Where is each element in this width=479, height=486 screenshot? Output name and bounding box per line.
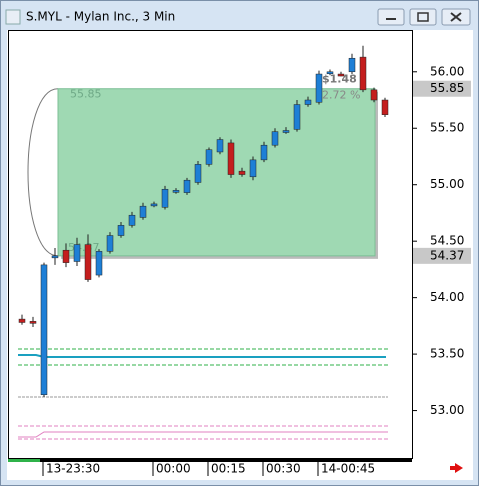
candle-body (381, 99, 389, 115)
candle-body (62, 249, 70, 263)
price-label: 54.37 (430, 248, 464, 262)
y-tick-label: 55.00 (430, 177, 464, 191)
candle-body (117, 225, 125, 236)
price-label-box (413, 80, 471, 97)
scroll-arrow[interactable] (450, 463, 463, 473)
x-tick-label: 13-23:30 (46, 462, 100, 476)
candle-body (227, 142, 235, 175)
window-icon (5, 9, 21, 25)
window-title: S.MYL - Mylan Inc., 3 Min (26, 10, 175, 24)
candle-body (84, 244, 92, 280)
measure-change: $1.48 (322, 73, 357, 86)
y-tick-label: 53.00 (430, 403, 464, 417)
candle-body (106, 235, 114, 252)
candle-body (183, 179, 191, 193)
candle-body (172, 190, 180, 193)
x-tick-label: 00:15 (211, 462, 246, 476)
x-tick-label: 00:30 (266, 462, 301, 476)
y-tick-label: 54.00 (430, 290, 464, 304)
y-tick-label: 53.50 (430, 347, 464, 361)
measure-percent: 2.72 % (322, 89, 360, 102)
indicator-line (18, 431, 388, 438)
candle-body (359, 56, 367, 91)
candle-body (249, 159, 257, 178)
candle-body (260, 144, 268, 161)
candle-body (282, 130, 290, 133)
candle-body (205, 149, 213, 165)
candle-body (194, 164, 202, 183)
price-label: 55.85 (430, 81, 464, 95)
y-tick-label: 54.50 (430, 234, 464, 248)
time-axis-range (8, 459, 40, 462)
candle-body (29, 321, 37, 324)
time-axis-bar (8, 459, 412, 462)
candle-body (348, 57, 356, 73)
window-buttons (377, 8, 471, 26)
candle-body (73, 244, 81, 262)
candle-body (326, 71, 334, 75)
maximize-button[interactable] (409, 8, 437, 26)
candle-body (150, 203, 158, 207)
measure-end-label: 55.85 (70, 88, 102, 101)
candle-body (161, 188, 169, 208)
x-tick-label: 00:00 (156, 462, 191, 476)
price-label-box (413, 247, 471, 264)
candle-body (293, 104, 301, 130)
candle-body (337, 73, 345, 77)
minimize-button[interactable] (377, 8, 405, 26)
candle-body (315, 73, 323, 103)
candle-body (40, 264, 48, 396)
candle-body (370, 89, 378, 101)
indicator-lines (18, 348, 388, 440)
y-tick-label: 55.50 (430, 121, 464, 135)
x-tick-label: 14-00:45 (321, 462, 375, 476)
candle-body (18, 318, 26, 323)
close-icon (450, 12, 462, 22)
y-tick-label: 56.00 (430, 64, 464, 78)
candle-body (139, 205, 147, 218)
measure-box (57, 88, 376, 257)
measure-curve (27, 88, 59, 257)
measure-start-label: 54.37 (68, 241, 100, 254)
indicator-line (18, 354, 386, 358)
candle-body (271, 131, 279, 146)
maximize-icon (417, 12, 429, 22)
candle-body (238, 170, 246, 175)
candle-body (128, 214, 136, 226)
candle-body (95, 251, 103, 276)
candle-body (216, 139, 224, 153)
candle-body (304, 99, 312, 105)
candle-body (51, 255, 59, 259)
